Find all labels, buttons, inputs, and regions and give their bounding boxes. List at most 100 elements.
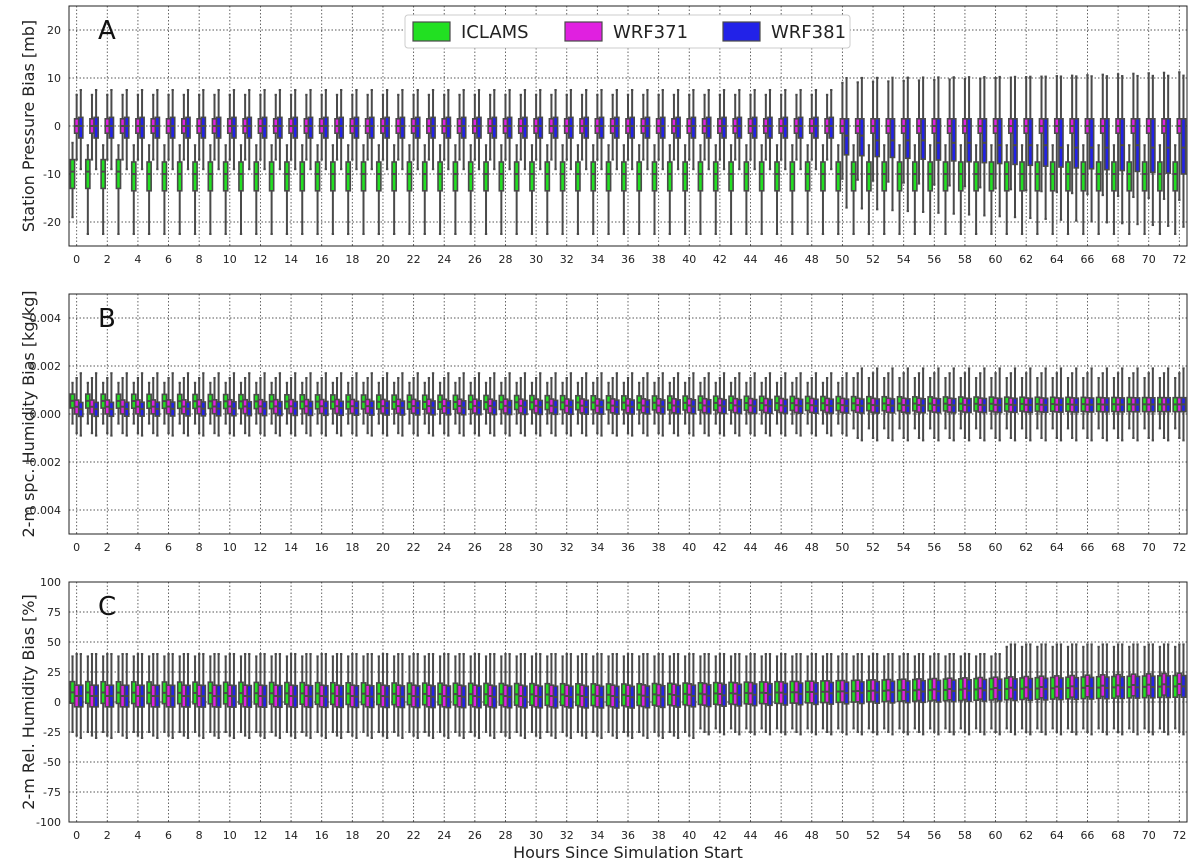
x-tick-label: 6 [165,541,172,554]
box-ICLAMS [1095,161,1102,192]
x-tick-label: 50 [835,829,849,842]
x-tick-label: 42 [713,829,727,842]
y-tick-label: -0.002 [26,456,61,469]
x-tick-label: 34 [590,253,604,266]
x-tick-label: 6 [165,253,172,266]
box-WRF381 [77,116,84,139]
box-ICLAMS [1141,161,1148,192]
box-WRF381 [613,116,620,139]
x-tick-label: 2 [104,829,111,842]
y-tick-label: -20 [43,216,61,229]
x-tick-label: 24 [437,829,451,842]
box-WRF381 [659,116,666,139]
x-tick-label: 70 [1142,253,1156,266]
x-tick-label: 18 [345,541,359,554]
x-tick-label: 66 [1080,253,1094,266]
box-ICLAMS [712,161,719,192]
box-WRF381 [598,116,605,139]
x-tick-label: 70 [1142,829,1156,842]
x-tick-label: 44 [744,541,758,554]
box-ICLAMS [360,161,367,192]
box-ICLAMS [375,161,382,192]
x-tick-label: 36 [621,829,635,842]
x-tick-label: 16 [315,541,329,554]
x-tick-label: 30 [529,541,543,554]
box-ICLAMS [728,161,734,192]
x-tick-label: 60 [989,541,1003,554]
box-ICLAMS [881,161,888,192]
box-ICLAMS [192,161,198,192]
box-ICLAMS [575,161,581,192]
y-tick-label: 50 [47,636,61,649]
x-tick-label: 68 [1111,541,1125,554]
box-ICLAMS [544,161,551,192]
x-tick-label: 44 [744,253,758,266]
series-WRF381 [77,643,1187,739]
box-WRF381 [399,116,406,139]
x-tick-label: 48 [805,829,819,842]
x-tick-label: 22 [407,829,421,842]
x-tick-label: 26 [468,541,482,554]
box-WRF381 [644,116,651,139]
x-tick-label: 50 [835,541,849,554]
x-tick-label: 28 [498,253,512,266]
box-ICLAMS [467,161,474,192]
box-ICLAMS [1019,161,1025,192]
box-ICLAMS [284,161,290,192]
box-WRF381 [705,116,712,139]
box-ICLAMS [130,161,137,192]
box-WRF381 [1104,118,1110,171]
box-ICLAMS [973,161,979,192]
box-WRF381 [950,118,957,162]
box-ICLAMS [1111,161,1117,192]
y-tick-label: -50 [43,756,61,769]
y-tick-label: 0.000 [30,408,62,421]
box-ICLAMS [620,161,627,192]
x-tick-label: 16 [315,253,329,266]
box-ICLAMS [850,161,857,192]
box-ICLAMS [222,161,229,192]
box-ICLAMS [1034,161,1041,192]
box-ICLAMS [1065,161,1071,192]
x-tick-label: 50 [835,253,849,266]
box-WRF381 [1073,118,1080,169]
box-ICLAMS [1049,161,1056,192]
x-tick-label: 26 [468,829,482,842]
legend: ICLAMS WRF371 WRF381 [404,14,851,49]
box-ICLAMS [636,161,643,192]
x-tick-label: 2 [104,253,111,266]
x-tick-label: 38 [652,253,666,266]
x-tick-label: 56 [927,541,941,554]
box-ICLAMS [590,161,597,192]
x-tick-label: 14 [284,829,298,842]
box-WRF381 [430,116,436,139]
box-WRF381 [445,116,452,139]
box-WRF381 [1180,118,1187,175]
x-tick-label: 38 [652,829,666,842]
box-WRF381 [736,116,743,139]
box-ICLAMS [529,161,535,192]
x-tick-label: 26 [468,253,482,266]
box-WRF381 [690,116,697,139]
x-tick-label: 0 [73,829,80,842]
box-WRF381 [338,116,345,139]
x-tick-label: 66 [1080,541,1094,554]
box-WRF381 [123,116,130,139]
x-tick-label: 58 [958,541,972,554]
axes-frame [68,581,1188,823]
box-ICLAMS [483,161,489,192]
box-ICLAMS [988,161,995,192]
x-tick-label: 12 [253,541,267,554]
legend-label-ICLAMS: ICLAMS [461,22,529,43]
box-WRF381 [307,116,314,139]
box-ICLAMS [330,161,336,192]
box-WRF381 [414,116,421,139]
x-tick-label: 22 [407,541,421,554]
x-tick-label: 32 [560,253,574,266]
box-WRF381 [1042,118,1049,167]
y-tick-label: 0 [54,120,61,133]
x-tick-label: 28 [498,829,512,842]
